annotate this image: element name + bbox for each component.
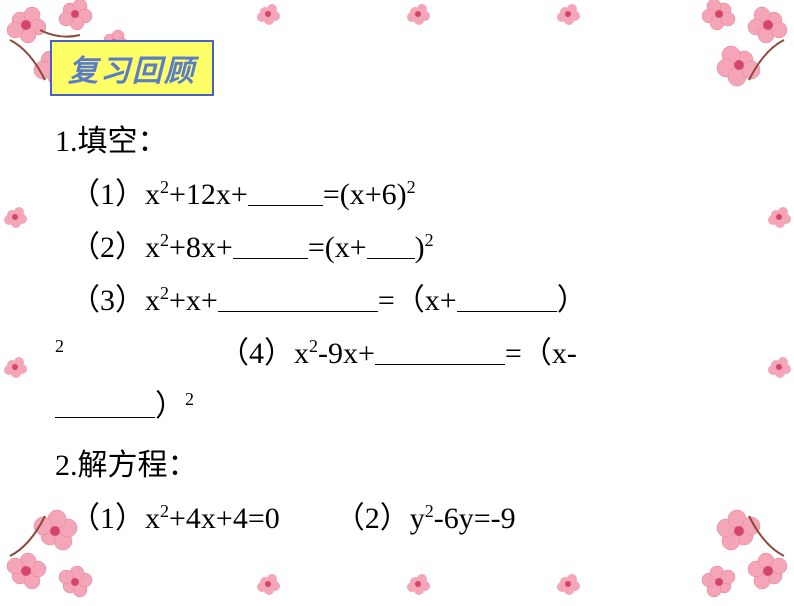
problems-container: 1.填空： （1）x2+12x+=(x+6)2 （2）x2+8x+=(x+)2 … [55,116,739,544]
problem-3: （3）x2+x+=（x+） [55,275,739,326]
content-area: 复习回顾 1.填空： （1）x2+12x+=(x+6)2 （2）x2+8x+=(… [35,30,759,566]
blank-2b [367,235,415,259]
review-header-text: 复习回顾 [68,55,196,88]
equations-line: （1）x2+4x+4=0（2）y2-6y=-9 [55,493,739,544]
section2-title: 2.解方程： [55,440,739,491]
blank-4b [55,394,155,418]
problem-4-cont: ）2 [55,381,739,432]
problem-1: （1）x2+12x+=(x+6)2 [55,169,739,220]
blank-4a [375,341,505,365]
problem-2: （2）x2+8x+=(x+)2 [55,222,739,273]
blank-3b [457,288,557,312]
blank-3a [218,288,378,312]
blank-2a [233,235,308,259]
blank-1 [248,182,323,206]
section1-title: 1.填空： [55,116,739,167]
problem-3-4-line: 2（4）x2-9x+=（x- [55,328,739,379]
review-header-box: 复习回顾 [50,40,214,96]
